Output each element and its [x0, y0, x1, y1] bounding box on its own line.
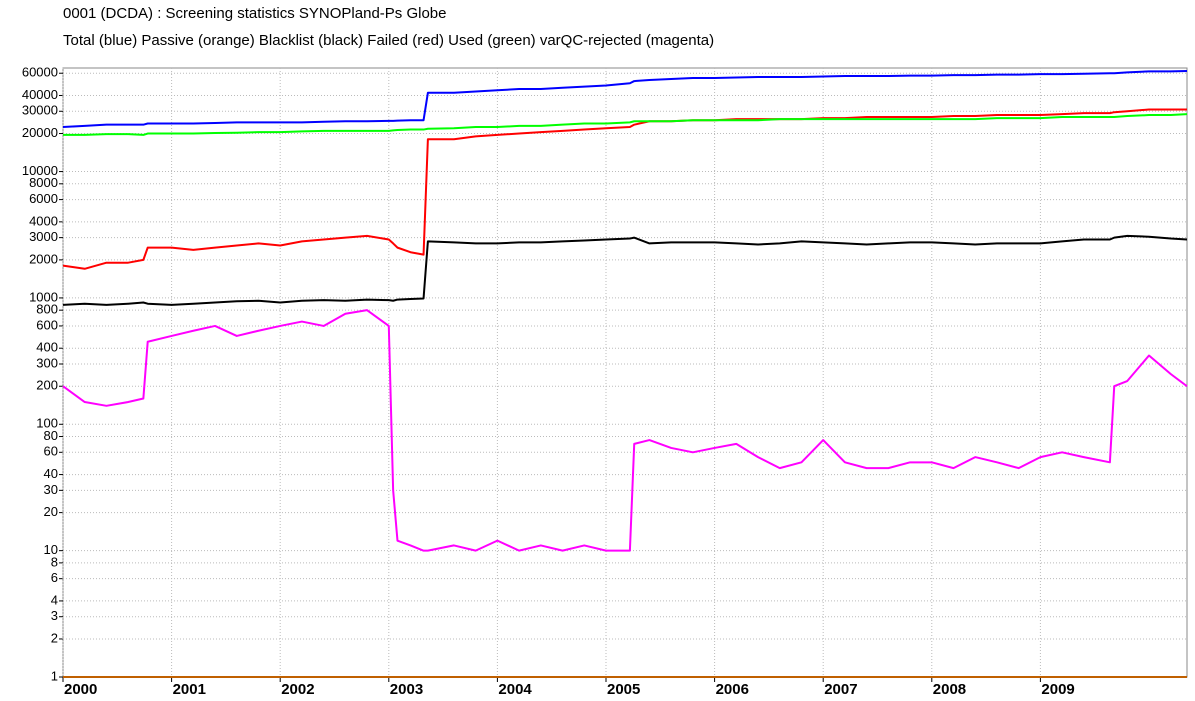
y-tick-label: 600	[36, 317, 58, 332]
y-tick-label: 80	[44, 428, 58, 443]
series-line	[62, 108, 1187, 270]
x-tick-label: 2006	[716, 681, 749, 698]
plot-frame	[62, 67, 1188, 678]
chart-title: 0001 (DCDA) : Screening statistics SYNOP…	[63, 5, 447, 22]
series-line	[62, 234, 1188, 306]
series-line	[62, 309, 1188, 552]
y-tick-label: 8	[51, 554, 58, 569]
y-tick-label: 40	[44, 466, 58, 481]
y-tick-label: 200	[36, 378, 58, 393]
y-tick-label: 100	[36, 416, 58, 431]
y-tick-label: 20	[44, 504, 58, 519]
y-tick-label: 3	[51, 608, 58, 623]
x-tick-label: 2007	[824, 681, 857, 698]
chart-subtitle: Total (blue) Passive (orange) Blacklist …	[63, 32, 714, 49]
y-tick-label: 2000	[29, 251, 58, 266]
y-tick-label: 30	[44, 482, 58, 497]
y-tick-label: 4000	[29, 213, 58, 228]
y-tick-label: 300	[36, 355, 58, 370]
x-tick-label: 2008	[933, 681, 966, 698]
y-tick-label: 60000	[22, 65, 58, 80]
y-tick-label: 3000	[29, 229, 58, 244]
y-tick-label: 10000	[22, 163, 58, 178]
x-tick-label: 2001	[173, 681, 206, 698]
y-tick-label: 800	[36, 302, 58, 317]
x-tick-label: 2004	[498, 681, 532, 698]
y-tick-label: 8000	[29, 175, 58, 190]
x-tick-label: 2009	[1041, 681, 1074, 698]
x-tick-label: 2000	[64, 681, 97, 698]
y-tick-label: 40000	[22, 87, 58, 102]
y-tick-label: 60	[44, 444, 58, 459]
x-tick-label: 2002	[281, 681, 314, 698]
x-tick-label: 2003	[390, 681, 423, 698]
y-tick-label: 20000	[22, 125, 58, 140]
y-tick-label: 10	[44, 542, 58, 557]
series-line	[62, 69, 1188, 129]
series-line	[63, 113, 1188, 136]
y-tick-label: 2	[51, 630, 58, 645]
y-tick-label: 4	[51, 592, 58, 607]
y-tick-label: 400	[36, 340, 58, 355]
x-tick-label: 2005	[607, 681, 640, 698]
y-tick-label: 1000	[29, 289, 58, 304]
y-tick-label: 6000	[29, 191, 58, 206]
y-tick-label: 6	[51, 570, 58, 585]
y-tick-label: 1	[51, 668, 58, 683]
y-tick-label: 30000	[22, 103, 58, 118]
